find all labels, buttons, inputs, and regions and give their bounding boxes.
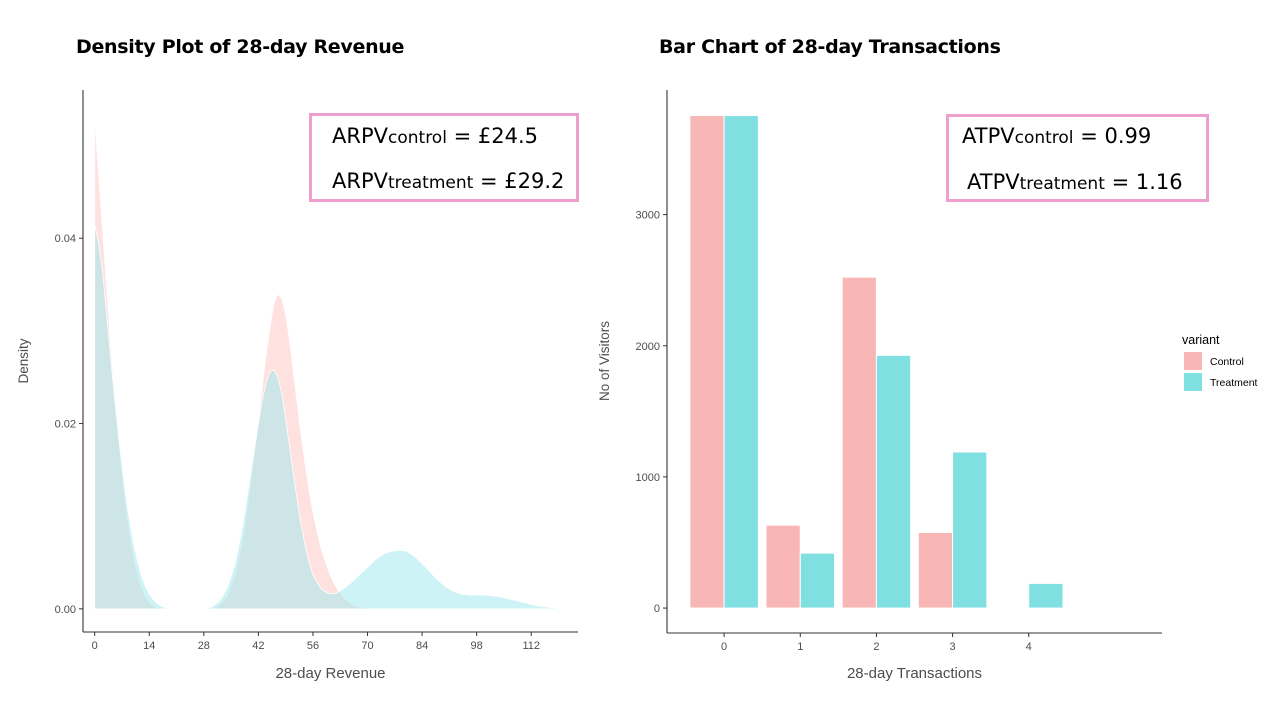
legend-title: variant [1182,333,1220,347]
bar-treatment-4 [1028,582,1064,609]
density-y-tick-label: 0.04 [55,233,76,245]
atpv-control-value: = 0.99 [1073,124,1152,148]
bar-control-2 [841,276,877,609]
atpv-treatment-subscript: treatment [1019,174,1105,194]
arpv-treatment-value: = £29.2 [473,169,565,193]
density-x-tick-label: 0 [92,640,98,652]
bar-control-0 [689,115,725,609]
bar-treatment-2 [875,354,912,609]
bar-y-tick-label: 2000 [636,341,660,353]
arpv-annotation-box: ARPVcontrol = £24.5 ARPVtreatment = £29.… [309,113,579,202]
arpv-treatment-subscript: treatment [388,173,474,193]
density-x-tick-label: 56 [307,640,319,652]
density-x-tick-label: 42 [252,640,264,652]
bar-chart-title: Bar Chart of 28-day Transactions [659,36,1001,58]
density-x-tick-label: 112 [522,640,540,652]
density-chart-title: Density Plot of 28-day Revenue [76,36,405,58]
atpv-control-subscript: control [1014,128,1074,148]
density-x-tick-label: 70 [361,640,373,652]
atpv-treatment-prefix: ATPV [967,170,1020,194]
bar-x-tick-label: 3 [950,641,956,653]
bar-x-tick-label: 1 [797,641,803,653]
bar-y-tick-label: 3000 [636,210,660,222]
bar-treatment-1 [799,552,836,609]
bar-y-axis-title: No of Visitors [597,321,612,401]
bar-x-tick-label: 0 [721,641,727,653]
arpv-control-prefix: ARPV [332,124,388,148]
density-y-axis-title: Density [16,338,31,383]
legend-label-control: Control [1210,356,1244,368]
density-y-tick-label: 0.02 [55,419,76,431]
bar-treatment-0 [723,115,759,609]
density-x-tick-label: 28 [198,640,210,652]
bar-x-tick-label: 4 [1026,641,1032,653]
bar-y-tick-label: 1000 [636,472,660,484]
bar-control-3 [917,532,954,609]
bar-control-1 [765,524,801,609]
density-x-tick-label: 14 [143,640,155,652]
bar-x-axis-title: 28-day Transactions [847,665,982,682]
bar-legend: variant Control Treatment [1182,333,1258,391]
bar-x-tick-label: 2 [873,641,879,653]
legend-swatch-treatment [1184,373,1202,391]
arpv-treatment-line: ARPVtreatment = £29.2 [332,169,564,193]
arpv-treatment-prefix: ARPV [332,169,388,193]
arpv-control-value: = £24.5 [446,124,539,148]
density-x-tick-label: 98 [471,640,483,652]
arpv-control-line: ARPVcontrol = £24.5 [332,124,538,148]
arpv-control-subscript: control [388,128,447,148]
atpv-annotation-box: ATPVcontrol = 0.99 ATPVtreatment = 1.16 [946,114,1209,202]
density-area-treatment [94,224,568,610]
density-x-tick-label: 84 [416,640,428,652]
density-y-tick-label: 0.00 [55,604,76,616]
density-chart: 0 14 28 42 56 70 84 98 112 0.00 0.02 0.04 28-day Rev… [16,90,578,682]
atpv-treatment-line: ATPVtreatment = 1.16 [967,170,1183,194]
legend-swatch-control [1184,352,1202,370]
atpv-control-line: ATPVcontrol = 0.99 [962,124,1151,148]
atpv-treatment-value: = 1.16 [1104,170,1183,194]
density-x-axis-title: 28-day Revenue [275,665,385,682]
bar-y-tick-label: 0 [654,603,660,615]
bar-chart: 0 1 2 3 4 0 1000 2000 3000 28-day Transactions No … [597,90,1258,682]
atpv-control-prefix: ATPV [962,124,1015,148]
bar-treatment-3 [952,451,988,609]
legend-label-treatment: Treatment [1210,377,1258,389]
